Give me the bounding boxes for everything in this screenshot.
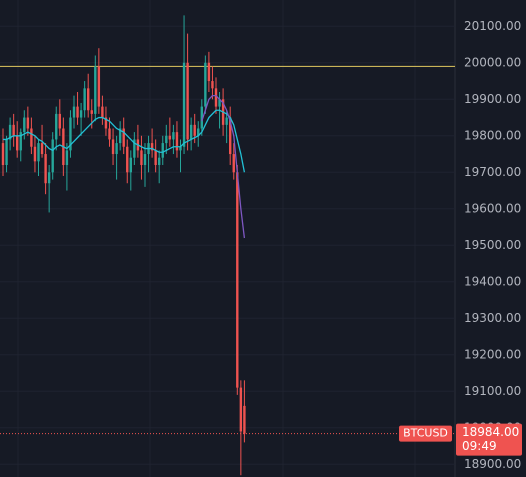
candle-body bbox=[229, 117, 232, 155]
candle-body bbox=[58, 113, 61, 129]
y-tick-label: 18900.00 bbox=[464, 457, 521, 471]
candle-body bbox=[33, 146, 37, 162]
candle-body bbox=[118, 128, 122, 144]
candle-body bbox=[236, 172, 239, 388]
moving-average bbox=[3, 109, 246, 173]
y-tick-label: 19900.00 bbox=[464, 92, 521, 106]
candle-body bbox=[158, 157, 161, 165]
y-tick-label: 19300.00 bbox=[464, 311, 521, 325]
y-tick-label: 19700.00 bbox=[464, 165, 521, 179]
candle-body bbox=[204, 62, 207, 107]
candle-body bbox=[37, 143, 40, 162]
candle-body bbox=[1, 143, 5, 165]
candle-body bbox=[150, 143, 154, 151]
candle-body bbox=[186, 62, 189, 140]
countdown: 09:49 bbox=[462, 439, 497, 453]
candle-body bbox=[87, 88, 90, 111]
y-tick-label: 19200.00 bbox=[464, 347, 521, 361]
candle-body bbox=[69, 117, 72, 151]
y-tick-label: 19500.00 bbox=[464, 238, 521, 252]
candle-body bbox=[189, 124, 193, 140]
moving-average bbox=[201, 95, 246, 239]
candle-body bbox=[44, 154, 47, 184]
candle-body bbox=[211, 81, 214, 89]
candle-body bbox=[55, 113, 58, 140]
candle-body bbox=[172, 132, 175, 140]
candle-body bbox=[197, 128, 200, 136]
y-tick-label: 19600.00 bbox=[464, 201, 521, 215]
price-tag bbox=[456, 423, 522, 456]
candle-body bbox=[19, 132, 22, 151]
y-tick-label: 20100.00 bbox=[464, 19, 521, 33]
candle-body bbox=[239, 387, 243, 432]
last-price-label: 18984.00 bbox=[462, 425, 519, 439]
candle-body bbox=[126, 146, 129, 173]
candle-body bbox=[232, 154, 235, 173]
candle-body bbox=[83, 88, 86, 111]
candle-body bbox=[5, 139, 8, 165]
candle-body bbox=[193, 124, 196, 136]
candle-body bbox=[161, 143, 164, 158]
candle-body bbox=[218, 99, 221, 107]
candle-body bbox=[23, 117, 26, 133]
y-tick-label: 19100.00 bbox=[464, 384, 521, 398]
candle-body bbox=[133, 139, 136, 158]
candle-body bbox=[140, 150, 143, 165]
candle-body bbox=[207, 62, 211, 82]
candle-body bbox=[26, 117, 30, 129]
candle-body bbox=[94, 66, 97, 114]
candle-body bbox=[129, 157, 132, 173]
candle-body bbox=[214, 88, 218, 107]
candle-body bbox=[165, 135, 168, 144]
candle-body bbox=[122, 128, 125, 147]
candle-body bbox=[104, 117, 108, 129]
candle-body bbox=[30, 128, 33, 147]
candle-body bbox=[79, 110, 83, 118]
candle-body bbox=[51, 139, 54, 173]
candle-body bbox=[200, 106, 203, 129]
candle-body bbox=[143, 154, 147, 165]
candle-body bbox=[47, 172, 51, 184]
candle-body bbox=[97, 66, 101, 107]
candle-body bbox=[12, 124, 15, 136]
symbol-tag bbox=[399, 425, 452, 442]
candle-body bbox=[72, 106, 76, 118]
y-tick-label: 19800.00 bbox=[464, 128, 521, 142]
candle-body bbox=[154, 150, 157, 165]
candle-body bbox=[243, 405, 246, 434]
candle-body bbox=[225, 117, 228, 125]
symbol-label: BTCUSD bbox=[403, 427, 448, 440]
candle-body bbox=[115, 143, 118, 155]
candle-body bbox=[76, 106, 79, 118]
candle-body bbox=[90, 110, 93, 114]
y-tick-label: 19400.00 bbox=[464, 274, 521, 288]
candle-body bbox=[101, 106, 104, 118]
candle-body bbox=[168, 135, 172, 140]
candle-body bbox=[65, 150, 69, 165]
candle-body bbox=[108, 128, 111, 140]
candle-body bbox=[8, 124, 12, 140]
y-tick-label: 20000.00 bbox=[464, 55, 521, 69]
candle-body bbox=[111, 139, 115, 155]
candle-body bbox=[175, 132, 179, 151]
candle-body bbox=[179, 146, 182, 151]
candle-body bbox=[16, 135, 19, 151]
candle-body bbox=[40, 143, 44, 155]
candle-body bbox=[182, 62, 186, 147]
